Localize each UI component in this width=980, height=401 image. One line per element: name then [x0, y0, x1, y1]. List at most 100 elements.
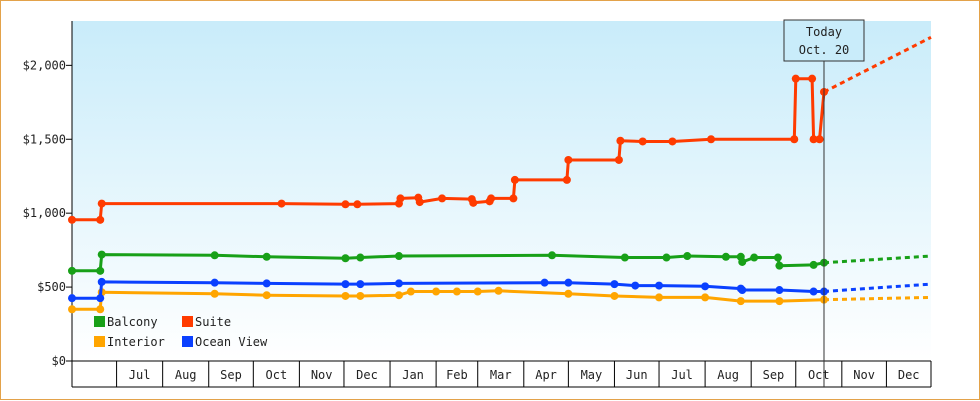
data-point [610, 291, 619, 300]
series-ocean-view [68, 277, 932, 303]
y-tick-label: $1,500 [23, 132, 66, 146]
data-point [277, 199, 286, 208]
data-point [487, 194, 496, 203]
x-tick-label: Feb [446, 368, 468, 382]
data-point [68, 294, 76, 303]
data-point [356, 291, 365, 300]
today-box [783, 19, 865, 62]
data-point [809, 135, 818, 144]
y-tick-label: $500 [37, 280, 66, 294]
data-point [773, 253, 782, 262]
data-point [494, 286, 503, 295]
data-point [721, 252, 730, 261]
x-tick-label: Sep [763, 368, 785, 382]
data-point [809, 260, 818, 269]
series-interior [68, 286, 932, 314]
legend-swatch [94, 316, 105, 327]
data-point [452, 287, 461, 296]
data-point [68, 215, 76, 224]
data-point [614, 155, 623, 164]
x-tick-label: Mar [490, 368, 512, 382]
data-point [815, 135, 824, 144]
today-label: Today [806, 25, 842, 39]
data-point [210, 251, 219, 260]
data-point [701, 282, 710, 291]
x-tick-label: Apr [535, 368, 557, 382]
data-point [356, 280, 365, 289]
data-point [655, 281, 664, 290]
x-tick-label: Dec [356, 368, 378, 382]
today-date: Oct. 20 [799, 43, 850, 57]
legend-item: Suite [182, 315, 231, 329]
data-point [432, 287, 441, 296]
x-tick-label: Jan [402, 368, 424, 382]
data-point [540, 278, 549, 287]
x-tick-label: Aug [175, 368, 197, 382]
y-tick-label: $2,000 [23, 58, 66, 72]
data-point [701, 293, 710, 302]
data-point [341, 254, 350, 263]
series-layer [68, 35, 932, 314]
data-point [356, 253, 365, 262]
data-point [353, 200, 362, 209]
data-point [655, 293, 664, 302]
data-point [631, 281, 640, 290]
data-point [262, 252, 271, 261]
x-tick-label: Oct [808, 368, 830, 382]
series-balcony [68, 250, 932, 275]
data-point [96, 266, 105, 275]
data-point [775, 261, 784, 270]
data-point [473, 287, 482, 296]
data-point [808, 74, 817, 83]
data-point [707, 135, 716, 144]
legend-swatch [94, 336, 105, 347]
legend-swatch [182, 316, 193, 327]
x-tick-label: Oct [266, 368, 288, 382]
data-point [341, 291, 350, 300]
data-point [610, 280, 619, 289]
data-point [509, 194, 518, 203]
data-point [738, 286, 747, 295]
x-tick-label: Nov [853, 368, 875, 382]
series-line [72, 289, 825, 311]
data-point [564, 155, 573, 164]
data-point [406, 287, 415, 296]
legend-label: Ocean View [195, 335, 268, 349]
series-suite [68, 35, 932, 224]
data-point [564, 278, 573, 287]
x-tick-label: Jun [626, 368, 648, 382]
data-point [97, 250, 106, 259]
data-point [394, 279, 403, 288]
data-point [96, 215, 105, 224]
data-point [564, 289, 573, 298]
x-tick-label: Nov [311, 368, 333, 382]
data-point [662, 253, 671, 262]
legend-item: Ocean View [182, 335, 268, 349]
data-point [394, 252, 403, 261]
legend: Balcony Suite Interior Ocean View [94, 315, 268, 349]
legend-label: Balcony [107, 315, 158, 329]
legend-swatch [182, 336, 193, 347]
data-point [620, 253, 629, 262]
data-point [562, 175, 571, 184]
x-tick-label: May [581, 368, 603, 382]
data-point [809, 287, 818, 296]
data-point [775, 297, 784, 306]
data-point [775, 286, 784, 295]
legend-item: Balcony [94, 315, 158, 329]
x-tick-label: Jul [129, 368, 151, 382]
data-point [394, 291, 403, 300]
data-point [736, 297, 745, 306]
data-point [262, 291, 271, 300]
data-point [683, 252, 692, 261]
x-tick-label: Aug [717, 368, 739, 382]
legend-label: Interior [107, 335, 165, 349]
data-point [791, 74, 800, 83]
data-point [96, 294, 105, 303]
data-point [510, 175, 519, 184]
data-point [97, 277, 106, 286]
x-tick-label: Sep [220, 368, 242, 382]
data-point [638, 137, 647, 146]
